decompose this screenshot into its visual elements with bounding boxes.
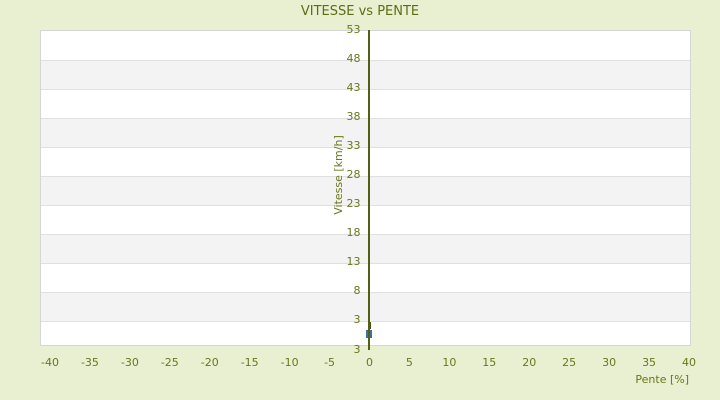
y-grid-band xyxy=(41,291,690,321)
chart-title: VITESSE vs PENTE xyxy=(300,4,420,19)
x-tick-label: 25 xyxy=(562,356,577,369)
y-tick-label: 13 xyxy=(346,254,361,268)
y-grid-band xyxy=(41,59,690,89)
y-tick-label: 43 xyxy=(346,80,361,94)
x-axis-title: Pente [%] xyxy=(635,373,689,386)
x-tick-label: 40 xyxy=(682,356,696,369)
y-gridline xyxy=(41,118,690,119)
y-gridline xyxy=(41,263,690,264)
x-tick-label: 5 xyxy=(405,356,413,369)
y-gridline xyxy=(41,205,690,206)
x-tick-label: -20 xyxy=(200,356,219,369)
y-axis-end-label: 3 xyxy=(353,343,361,356)
y-tick-label: 28 xyxy=(346,167,361,181)
x-tick-label: 15 xyxy=(482,356,497,369)
y-gridline xyxy=(41,234,690,235)
y-tick-label: 48 xyxy=(346,51,361,65)
x-tick-label: -15 xyxy=(240,356,259,369)
x-tick-label: -35 xyxy=(80,356,99,369)
x-tick-label: -40 xyxy=(41,356,59,369)
x-tick-label: 20 xyxy=(522,356,537,369)
y-tick-label: 33 xyxy=(346,138,361,152)
y-gridline xyxy=(41,321,690,322)
y-grid-band xyxy=(41,233,690,263)
y-tick-label: 8 xyxy=(353,283,361,297)
y-grid-band xyxy=(41,117,690,147)
y-tick-label: 38 xyxy=(346,109,361,123)
x-tick-label: -10 xyxy=(280,356,299,369)
x-tick-label: -30 xyxy=(120,356,139,369)
y-gridline xyxy=(41,60,690,61)
x-tick-label: 10 xyxy=(442,356,457,369)
y-tick-label: 23 xyxy=(346,196,361,210)
x-tick-label: -5 xyxy=(324,356,336,369)
y-gridline xyxy=(41,147,690,148)
y-grid-band xyxy=(41,175,690,205)
y-tick-label: 18 xyxy=(346,225,361,239)
x-tick-label: 0 xyxy=(365,356,373,369)
x-tick-label: 30 xyxy=(602,356,617,369)
y-axis-line xyxy=(368,30,371,350)
y-gridline xyxy=(41,176,690,177)
y-gridline xyxy=(41,89,690,90)
y-tick-label: 3 xyxy=(353,312,361,326)
x-tick-label: -25 xyxy=(160,356,179,369)
y-axis-title: Vitesse [km/h] xyxy=(332,135,345,215)
y-tick-label: 53 xyxy=(346,23,361,36)
plot-area xyxy=(40,30,691,346)
x-tick-label: 35 xyxy=(642,356,657,369)
y-gridline xyxy=(41,292,690,293)
